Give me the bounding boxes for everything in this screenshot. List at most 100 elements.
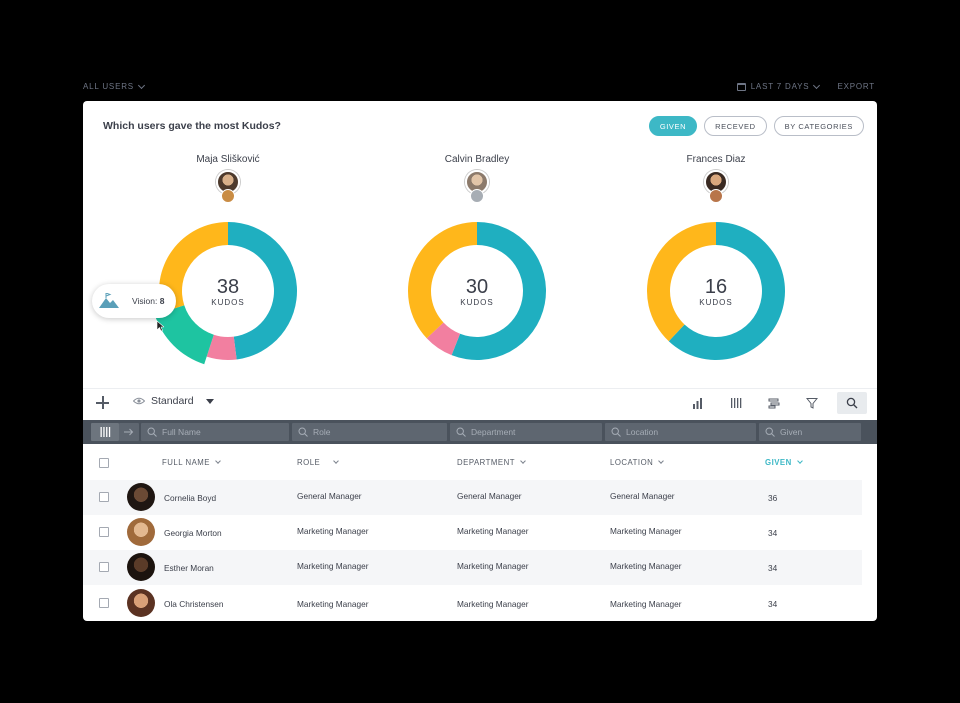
header-given[interactable]: GIVEN [765,458,803,467]
cell-given: 36 [768,493,778,503]
column-filter-row: Full Name Role Department Location Given [83,420,877,444]
filter-received-button[interactable]: RECEVED [704,116,767,136]
cell-name: Georgia Morton [164,528,222,538]
department-filter-input[interactable]: Department [450,423,602,441]
tooltip-value: 8 [159,296,165,306]
kudos-unit: KUDOS [460,297,494,307]
donut-segment[interactable] [206,334,237,360]
avatar [127,518,155,546]
kudos-donut-3[interactable]: 16 KUDOS [646,221,786,361]
select-all-checkbox[interactable] [99,458,109,468]
chevron-down-icon [796,458,803,464]
mountain-flag-icon [94,286,124,316]
rank-badge [214,170,242,210]
tooltip-text: Vision: 8 [132,296,164,306]
cell-given: 34 [768,599,778,609]
donut-center: 30 KUDOS [407,221,547,361]
rank-badge [463,170,491,210]
header-full-name[interactable]: FULL NAME [162,458,221,467]
chevron-down-icon [137,81,145,89]
table-row[interactable]: Ola Christensen Marketing Manager Market… [83,586,862,621]
filter-by-categories-button[interactable]: BY CATEGORIES [773,116,864,136]
tooltip-label: Vision: [132,296,158,306]
leader-3: Frances Diaz [616,154,816,210]
search-button[interactable] [837,392,867,414]
search-icon [147,427,157,437]
header-role[interactable]: ROLE [297,458,340,467]
filter-given-button[interactable]: GIVEN [648,116,698,136]
columns-button[interactable] [717,392,755,414]
table-row[interactable]: Georgia Morton Marketing Manager Marketi… [83,515,862,550]
donut-segment[interactable] [159,222,228,313]
donut-svg [154,222,298,365]
header-role-label: ROLE [297,458,321,467]
cell-given: 34 [768,563,778,573]
chevron-down-icon [215,458,221,464]
role-filter-input[interactable]: Role [292,423,447,441]
segment-tooltip: Vision: 8 [92,284,176,318]
donut-segment[interactable] [426,322,461,356]
donut-segment[interactable] [154,305,214,365]
leader-name: Calvin Bradley [444,154,510,165]
role-filter-placeholder: Role [313,427,331,437]
leader-1: Maja Slišković [128,154,328,210]
cell-department: Marketing Manager [457,526,529,536]
header-department[interactable]: DEPARTMENT [457,458,526,467]
given-filter-input[interactable]: Given [759,423,861,441]
mouse-cursor-icon [156,320,164,332]
row-checkbox[interactable] [99,562,109,572]
cell-role: Marketing Manager [297,561,369,571]
row-checkbox[interactable] [99,598,109,608]
cell-location: Marketing Manager [610,561,682,571]
full-name-filter-placeholder: Full Name [162,427,201,437]
apply-filter-button[interactable] [119,423,139,441]
kudos-donut-2[interactable]: 30 KUDOS [407,221,547,361]
row-checkbox[interactable] [99,492,109,502]
add-icon[interactable] [95,395,111,411]
row-checkbox[interactable] [99,527,109,537]
location-filter-input[interactable]: Location [605,423,756,441]
kudos-filter-group: GIVEN RECEVED BY CATEGORIES [648,116,864,136]
view-selector[interactable]: Standard [133,395,214,407]
period-dropdown[interactable]: LAST 7 DAYS [736,81,821,91]
header-department-label: DEPARTMENT [457,458,515,467]
avatar [127,589,155,617]
department-filter-placeholder: Department [471,427,516,437]
avatar [127,553,155,581]
search-icon [298,427,308,437]
group-button[interactable] [755,392,793,414]
table-toolbar: Standard [83,388,877,420]
cell-role: Marketing Manager [297,599,369,609]
users-filter-dropdown[interactable]: ALL USERS [83,81,145,91]
donut-svg [647,222,785,360]
cell-location: General Manager [610,491,675,501]
leader-name: Maja Slišković [196,154,260,165]
donut-segment[interactable] [647,222,716,342]
rank-badge [702,170,730,210]
cell-name: Esther Moran [164,563,214,573]
cell-given: 34 [768,528,778,538]
donut-segment[interactable] [451,222,546,360]
leader-name: Frances Diaz [686,154,746,165]
columns-icon [731,398,742,408]
kudos-donut-1[interactable]: 38 KUDOS [154,221,298,365]
header-location[interactable]: LOCATION [610,458,665,467]
donut-segment[interactable] [668,222,785,360]
cell-department: General Manager [457,491,522,501]
full-name-filter-input[interactable]: Full Name [141,423,289,441]
filter-button[interactable] [793,392,831,414]
search-icon [846,397,858,409]
table-row[interactable]: Esther Moran Marketing Manager Marketing… [83,550,862,585]
cell-name: Ola Christensen [164,599,224,609]
export-link[interactable]: EXPORT [837,82,875,91]
chart-toggle-button[interactable] [679,392,717,414]
table-row[interactable]: Cornelia Boyd General Manager General Ma… [83,480,862,515]
donut-segment[interactable] [228,222,298,360]
location-filter-placeholder: Location [626,427,659,437]
chevron-down-icon [658,458,665,464]
columns-toggle-button[interactable] [91,423,119,441]
kudos-count: 38 [216,275,240,298]
donut-segment[interactable] [408,222,477,339]
donut-svg [408,222,546,360]
table-header: FULL NAME ROLE DEPARTMENT LOCATION GIVEN [83,451,877,475]
